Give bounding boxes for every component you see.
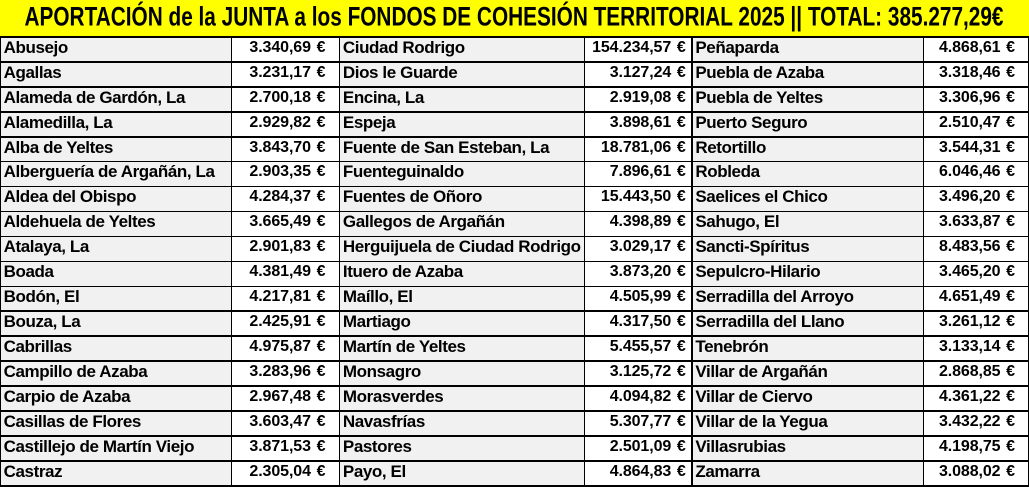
svg-text:APORTACIÓN de la JUNTA a los F: APORTACIÓN de la JUNTA a los FONDOS DE C…: [25, 0, 1004, 31]
